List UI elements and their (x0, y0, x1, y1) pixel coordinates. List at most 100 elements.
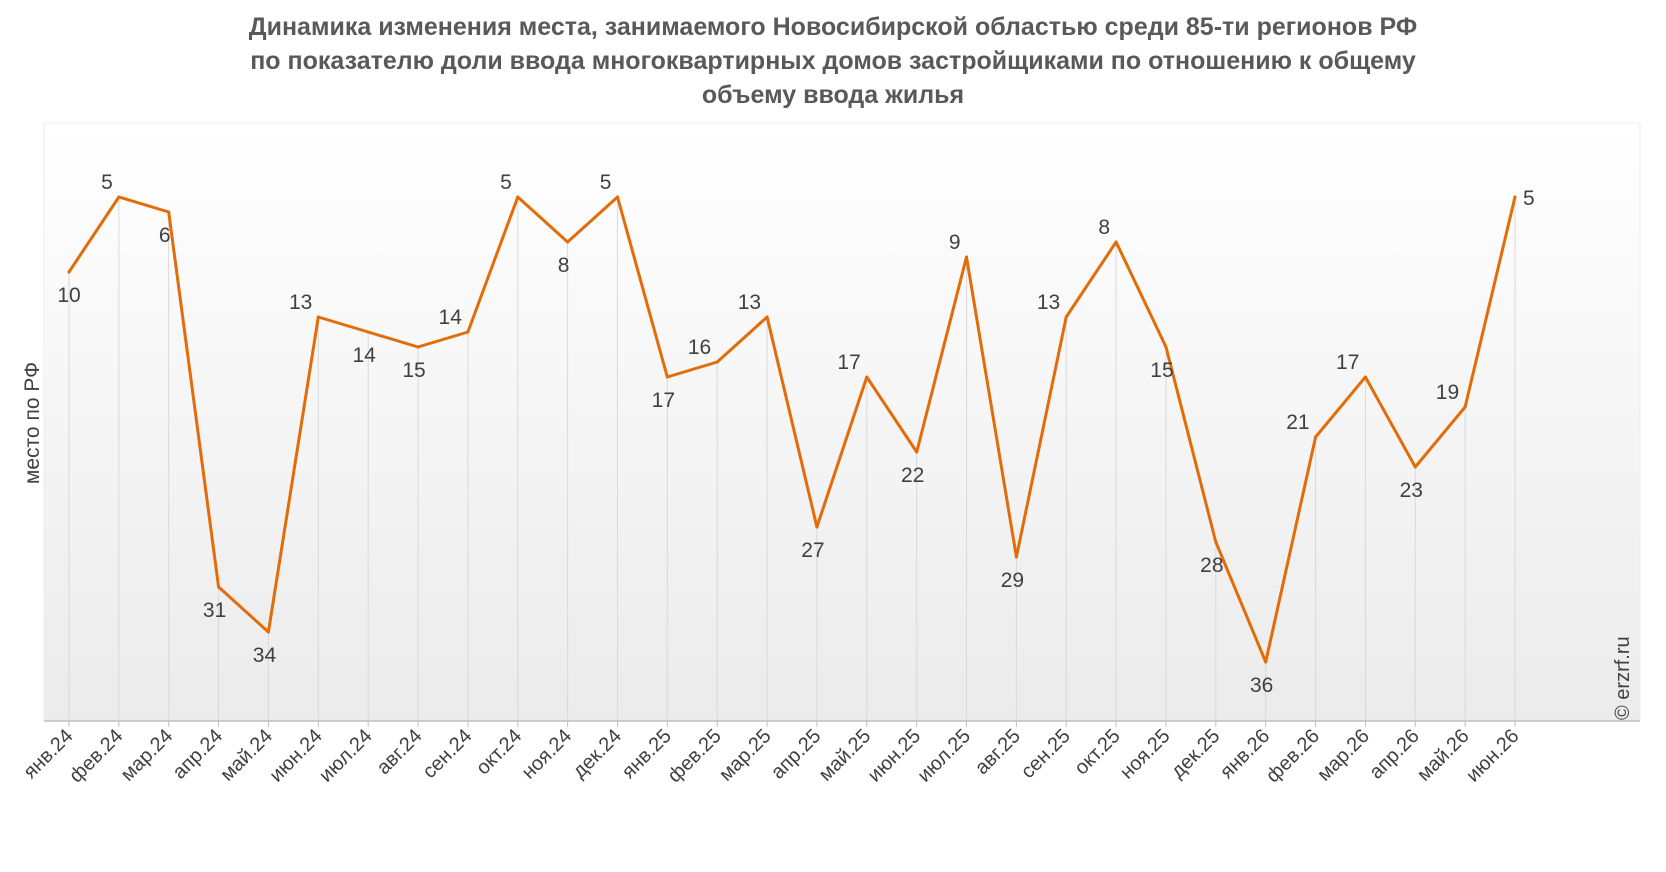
data-point (466, 330, 470, 334)
data-label: 22 (901, 464, 924, 487)
data-point (167, 210, 171, 214)
data-point (217, 585, 221, 589)
data-labels: 10 5 6 31 34 13 14 15 14 5 8 5 17 16 13 27 17 22 9 29 13 8 15 2… (57, 171, 1534, 697)
series-line (67, 195, 1517, 664)
x-tick-label: окт.25 (1070, 725, 1124, 779)
data-point (1064, 315, 1068, 319)
data-point (266, 630, 270, 634)
data-label: 13 (738, 291, 761, 314)
plot-area (44, 123, 1640, 721)
x-axis-ticks (68, 721, 1516, 727)
data-point (566, 240, 570, 244)
data-point (1314, 435, 1318, 439)
data-point (915, 450, 919, 454)
chart-title-line-3: объему ввода жилья (701, 81, 965, 109)
data-label: 8 (1098, 216, 1110, 239)
data-label: 8 (558, 254, 570, 277)
data-point (1463, 405, 1467, 409)
data-label: 17 (1336, 351, 1359, 374)
x-tick-label: май.25 (815, 725, 876, 786)
data-point (865, 375, 869, 379)
data-label: 21 (1286, 411, 1309, 434)
chart-title: Динамика изменения места, занимаемого Но… (0, 10, 1666, 112)
data-label: 10 (57, 284, 80, 307)
x-tick-label: июл.24 (315, 725, 377, 787)
x-tick-label: дек.24 (568, 725, 626, 783)
x-tick-label: июл.25 (913, 725, 975, 787)
x-tick-labels: янв.24фев.24мар.24апр.24май.24июн.24июл.… (19, 725, 1523, 787)
x-tick-label: сен.25 (1017, 725, 1075, 783)
x-tick-label: окт.24 (472, 725, 526, 779)
data-point (117, 195, 121, 199)
data-label: 17 (652, 389, 675, 412)
data-point (316, 315, 320, 319)
data-label: 28 (1200, 554, 1223, 577)
data-point (1413, 465, 1417, 469)
data-point (1114, 240, 1118, 244)
data-label: 15 (402, 359, 425, 382)
data-point (516, 195, 520, 199)
data-point (765, 315, 769, 319)
data-label: 31 (203, 599, 226, 622)
data-label: 9 (949, 231, 961, 254)
data-label: 17 (837, 351, 860, 374)
x-tick-label: дек.25 (1167, 725, 1225, 783)
data-label: 5 (101, 171, 113, 194)
data-label: 15 (1150, 359, 1173, 382)
chart-title-line-1: Динамика изменения места, занимаемого Но… (248, 13, 1418, 41)
data-point (366, 330, 370, 334)
data-label: 14 (352, 344, 376, 367)
data-label: 27 (801, 539, 824, 562)
x-tick-label: май.26 (1413, 725, 1474, 786)
data-point (1363, 375, 1367, 379)
data-point (416, 345, 420, 349)
x-tick-label: апр.25 (767, 725, 826, 784)
data-point (665, 375, 669, 379)
data-label: 13 (1037, 291, 1060, 314)
x-tick-label: фев.26 (1262, 725, 1324, 787)
data-label: 36 (1250, 674, 1273, 697)
data-point (1513, 195, 1517, 199)
data-label: 13 (289, 291, 312, 314)
chart-title-line-2: по показателю доли ввода многоквартирных… (250, 47, 1416, 75)
data-label: 5 (600, 171, 612, 194)
source-credit: © erzrf.ru (1612, 636, 1634, 720)
data-point (1014, 555, 1018, 559)
series-layer (67, 195, 1517, 664)
x-tick-label: фев.25 (664, 725, 726, 787)
data-point (1264, 660, 1268, 664)
x-tick-label: авг.24 (373, 725, 427, 779)
x-tick-label: июн.26 (1462, 725, 1524, 787)
x-tick-label: апр.24 (169, 725, 228, 784)
data-point (67, 270, 71, 274)
data-label: 19 (1436, 381, 1459, 404)
x-tick-label: апр.26 (1365, 725, 1424, 784)
data-label: 16 (688, 336, 711, 359)
x-tick-label: мар.24 (117, 725, 178, 786)
x-tick-label: ноя.25 (1116, 725, 1175, 784)
data-point (815, 525, 819, 529)
data-point (965, 255, 969, 259)
data-label: 6 (159, 224, 171, 247)
x-tick-label: мар.25 (715, 725, 776, 786)
data-label: 5 (1523, 187, 1535, 210)
x-tick-label: май.24 (216, 725, 277, 786)
x-tick-label: ноя.24 (518, 725, 577, 784)
data-point (1214, 540, 1218, 544)
data-point (615, 195, 619, 199)
drop-lines (68, 197, 1516, 721)
x-tick-label: июн.25 (864, 725, 926, 787)
data-label: 34 (253, 644, 277, 667)
x-tick-label: авг.25 (971, 725, 1025, 779)
x-tick-label: мар.26 (1313, 725, 1374, 786)
x-tick-label: июн.24 (265, 725, 327, 787)
data-label: 14 (439, 306, 463, 329)
data-point (1164, 345, 1168, 349)
x-tick-label: сен.24 (418, 725, 476, 783)
data-label: 23 (1400, 479, 1423, 502)
data-label: 5 (500, 171, 512, 194)
data-point (715, 360, 719, 364)
x-tick-label: фев.24 (65, 725, 127, 787)
y-axis-label: место по РФ (21, 362, 44, 484)
